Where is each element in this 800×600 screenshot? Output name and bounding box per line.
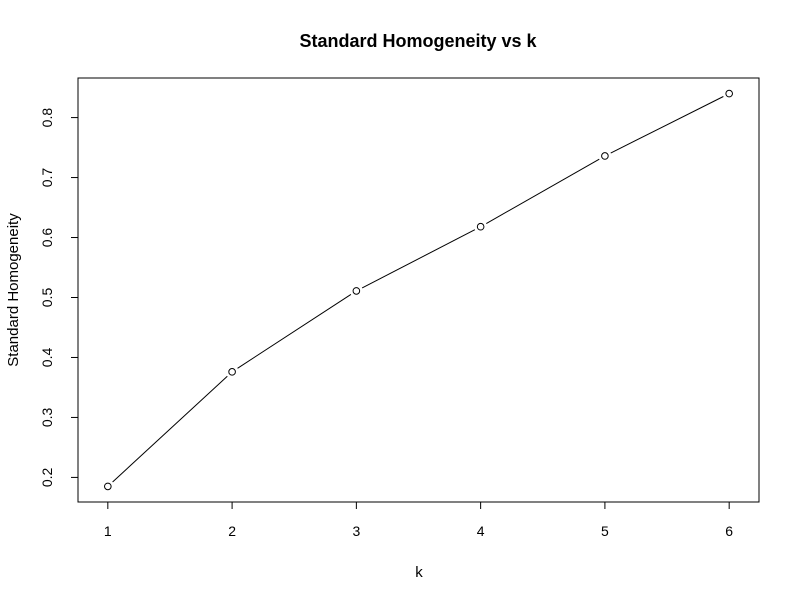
- y-tick-label: 0.3: [39, 407, 55, 427]
- x-tick-label: 4: [477, 523, 485, 539]
- y-tick-label: 0.7: [39, 168, 55, 188]
- series-line-segment: [237, 294, 352, 369]
- series-line-segment: [112, 375, 228, 483]
- y-tick-label: 0.2: [39, 467, 55, 487]
- data-point: [725, 89, 733, 98]
- x-tick-label: 1: [104, 523, 112, 539]
- x-tick-label: 6: [725, 523, 733, 539]
- y-tick-label: 0.4: [39, 348, 55, 368]
- y-axis: 0.2 0.3 0.4 0.5 0.6 0.7 0.8: [39, 108, 79, 487]
- y-tick-label: 0.5: [39, 288, 55, 308]
- x-tick-label: 5: [601, 523, 609, 539]
- y-tick-label: 0.6: [39, 228, 55, 248]
- chart-title: Standard Homogeneity vs k: [299, 31, 537, 51]
- data-point: [104, 482, 112, 491]
- x-tick-label: 3: [352, 523, 360, 539]
- series-line-segment: [610, 96, 724, 154]
- series-line-segment: [486, 158, 600, 224]
- plot-frame: [77, 77, 760, 503]
- data-point: [476, 222, 485, 231]
- series-line-segment: [361, 229, 476, 289]
- data-point: [601, 152, 609, 160]
- series-layer: [104, 89, 733, 491]
- x-tick-label: 2: [228, 523, 236, 539]
- y-axis-label: Standard Homogeneity: [5, 213, 22, 367]
- data-point: [352, 287, 361, 295]
- x-axis: 1 2 3 4 5 6: [104, 501, 733, 539]
- y-tick-label: 0.8: [39, 108, 55, 128]
- data-point: [228, 368, 236, 376]
- x-axis-label: k: [415, 564, 423, 581]
